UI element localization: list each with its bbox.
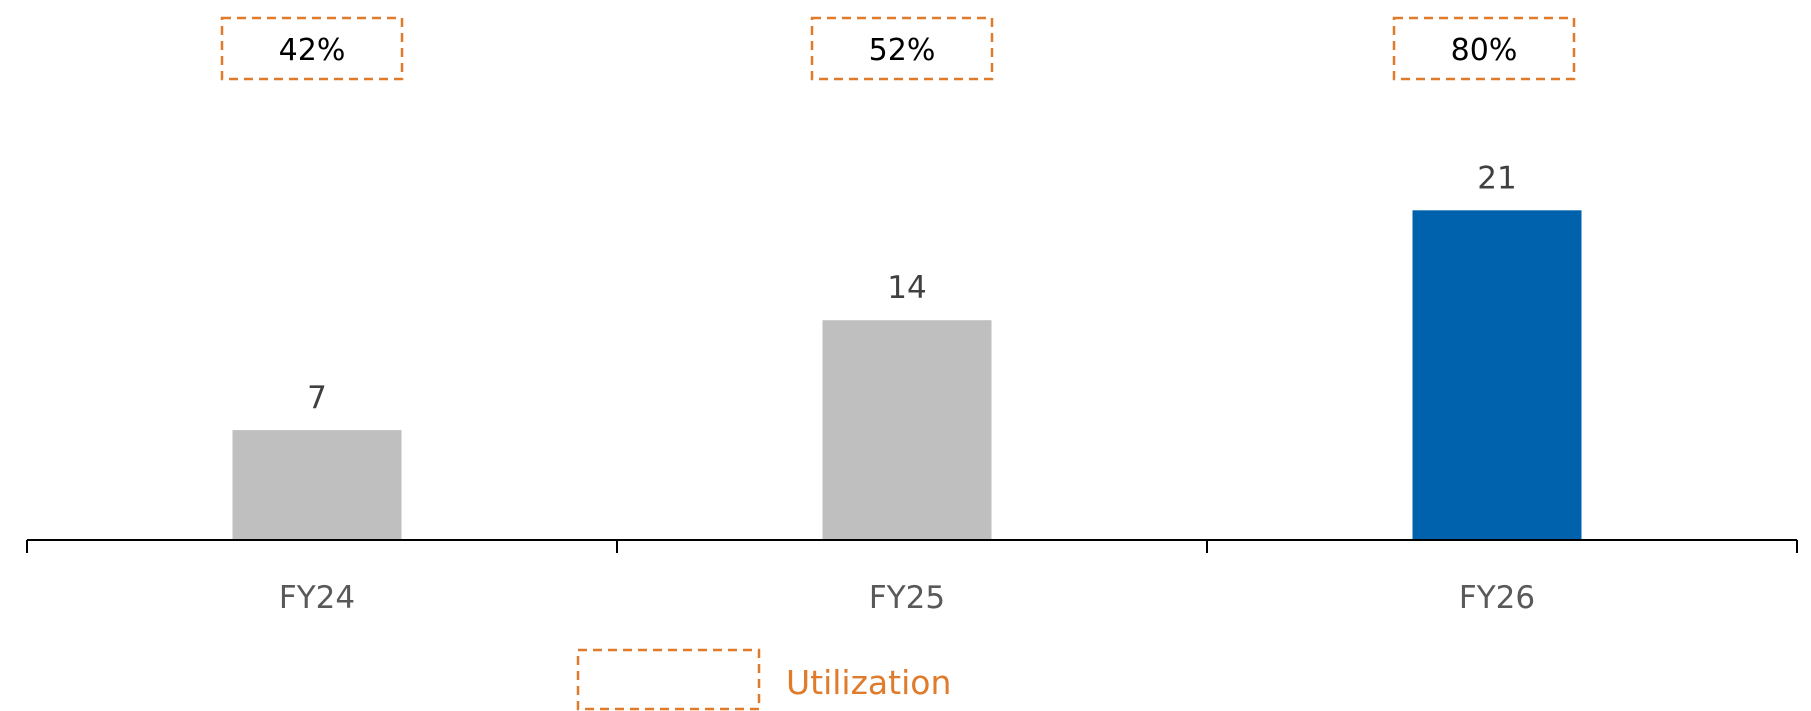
bar-fy26	[1412, 210, 1582, 541]
bars	[232, 210, 1582, 541]
bar-value-label: 7	[307, 380, 327, 416]
legend-swatch	[576, 648, 761, 711]
x-tick-label: FY25	[869, 580, 945, 616]
x-tick-label: FY26	[1459, 580, 1535, 616]
x-tick-label: FY24	[279, 580, 355, 616]
utilization-boxes: 42% 52% 80%	[220, 16, 1576, 81]
utilization-box	[810, 16, 994, 81]
utilization-label: 52%	[869, 33, 936, 68]
bar-value-labels: 7 14 21	[307, 160, 1517, 416]
bar-value-label: 14	[887, 270, 926, 306]
bar-fy24	[232, 430, 402, 540]
utilization-label: 42%	[279, 33, 346, 68]
utilization-box	[1392, 16, 1576, 81]
x-axis: FY24 FY25 FY26	[26, 539, 1798, 616]
utilization-box	[220, 16, 404, 81]
legend: Utilization	[576, 648, 951, 711]
utilization-label: 80%	[1451, 33, 1518, 68]
bar-fy25	[822, 320, 992, 540]
legend-label: Utilization	[786, 663, 951, 702]
bar-value-label: 21	[1477, 160, 1516, 196]
